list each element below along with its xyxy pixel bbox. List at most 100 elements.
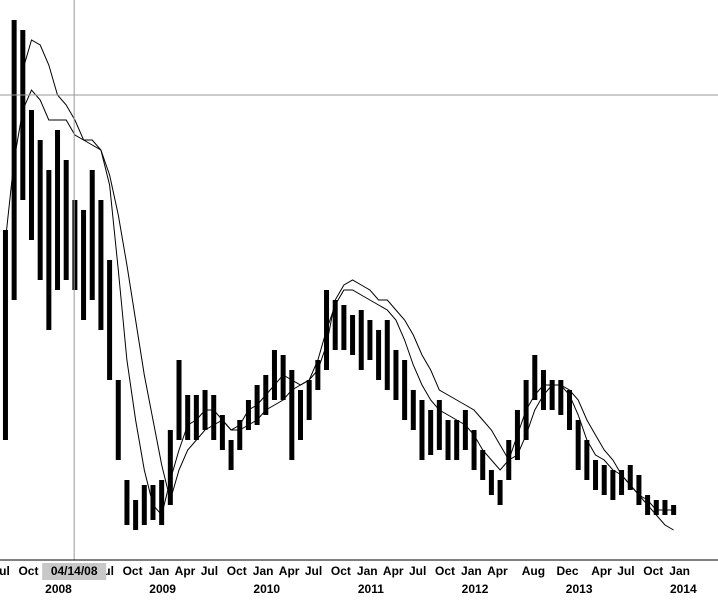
price-bar [107,260,113,380]
price-bar [271,350,277,400]
price-bar [37,140,43,280]
crosshair-label-box [42,563,107,580]
price-bar [627,465,633,490]
price-bar [480,450,486,480]
price-bar [219,415,225,450]
price-bar [601,465,607,495]
price-bar [593,460,599,490]
crosshair-label: 04/14/08 [51,564,98,578]
price-bar [20,30,26,200]
price-bar [141,485,147,525]
year-label: 2010 [253,582,280,596]
price-bar [28,110,34,240]
price-bar [289,370,295,460]
moving-average [5,89,674,517]
price-bar [2,230,8,440]
price-bar [393,350,399,400]
price-bar [297,390,303,440]
price-bar [228,440,234,470]
price-bar [167,430,173,505]
price-bar [133,500,139,530]
price-bar [211,395,217,440]
price-bar [81,210,87,320]
price-bar [558,380,564,415]
price-bar [367,320,373,360]
price-bar [419,400,425,460]
price-bar [671,505,677,515]
x-tick-label: Jul [409,564,426,578]
x-tick-label: Apr [487,564,508,578]
x-tick-label: Apr [175,564,196,578]
x-tick-label: Jul [0,564,10,578]
price-bar [540,370,546,410]
price-bar [46,170,52,330]
x-tick-label: Dec [556,564,578,578]
price-bar [584,440,590,480]
price-bar [115,380,121,460]
price-bar [89,170,95,300]
price-bar [488,470,494,495]
price-bar [176,360,182,440]
moving-average [22,39,674,531]
price-bar [497,480,503,505]
year-label: 2013 [566,582,593,596]
price-bar [55,130,61,290]
price-bar [98,200,104,330]
price-bar [653,500,659,515]
year-label: 2012 [462,582,489,596]
year-label: 2009 [149,582,176,596]
price-bar [159,480,165,525]
x-tick-label: Oct [643,564,663,578]
price-bar [384,320,390,390]
price-bar [428,410,434,455]
x-tick-label: Jan [357,564,378,578]
price-bar [636,475,642,505]
x-tick-label: Apr [591,564,612,578]
price-bar [610,470,616,500]
price-bar [575,420,581,470]
price-bar [619,470,625,495]
price-bar [315,360,321,390]
price-bar [445,420,451,460]
x-tick-label: Jan [253,564,274,578]
price-bar [341,305,347,350]
price-bar [63,160,69,280]
x-tick-label: Apr [279,564,300,578]
x-tick-label: Apr [383,564,404,578]
price-bar [662,500,668,515]
price-bar [402,360,408,420]
price-bar [72,200,78,290]
price-bar [567,390,573,430]
price-bar [193,395,199,440]
price-bar [376,330,382,380]
x-tick-label: Oct [435,564,455,578]
price-bar [462,410,468,450]
price-bar [245,400,251,430]
price-bar [306,380,312,420]
x-tick-label: Jan [669,564,690,578]
price-bar [332,300,338,350]
year-label: 2008 [45,582,72,596]
x-tick-label: Oct [227,564,247,578]
price-bar [237,420,243,450]
x-tick-label: Jul [617,564,634,578]
x-tick-label: Aug [522,564,545,578]
x-tick-label: Oct [331,564,351,578]
x-tick-label: Jul [305,564,322,578]
price-bar [150,485,156,520]
x-tick-label: Jan [149,564,170,578]
price-bar [185,395,191,440]
price-bar [358,310,364,370]
price-bar [471,430,477,470]
x-tick-label: Oct [123,564,143,578]
price-bar [454,420,460,460]
price-bar [124,480,130,525]
x-tick-label: Oct [18,564,38,578]
x-tick-label: Jul [201,564,218,578]
year-label: 2011 [358,582,384,596]
x-tick-label: Jan [461,564,482,578]
price-bar [549,380,555,410]
price-bar [532,355,538,400]
